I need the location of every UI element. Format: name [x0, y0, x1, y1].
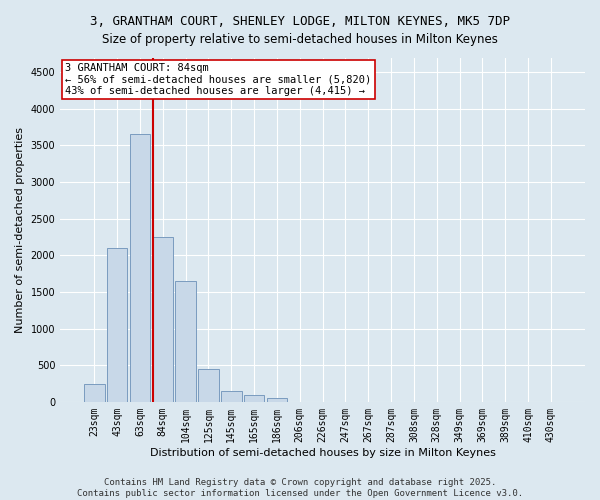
Text: 3, GRANTHAM COURT, SHENLEY LODGE, MILTON KEYNES, MK5 7DP: 3, GRANTHAM COURT, SHENLEY LODGE, MILTON…: [90, 15, 510, 28]
Text: 3 GRANTHAM COURT: 84sqm
← 56% of semi-detached houses are smaller (5,820)
43% of: 3 GRANTHAM COURT: 84sqm ← 56% of semi-de…: [65, 62, 371, 96]
Bar: [152, 237, 173, 402]
Y-axis label: Number of semi-detached properties: Number of semi-detached properties: [15, 126, 25, 332]
Bar: [221, 391, 242, 402]
Text: Contains HM Land Registry data © Crown copyright and database right 2025.
Contai: Contains HM Land Registry data © Crown c…: [77, 478, 523, 498]
X-axis label: Distribution of semi-detached houses by size in Milton Keynes: Distribution of semi-detached houses by …: [149, 448, 496, 458]
Bar: [266, 398, 287, 402]
Bar: [130, 134, 150, 402]
Bar: [175, 281, 196, 402]
Bar: [244, 394, 265, 402]
Bar: [107, 248, 127, 402]
Bar: [198, 369, 219, 402]
Bar: [84, 384, 104, 402]
Text: Size of property relative to semi-detached houses in Milton Keynes: Size of property relative to semi-detach…: [102, 32, 498, 46]
